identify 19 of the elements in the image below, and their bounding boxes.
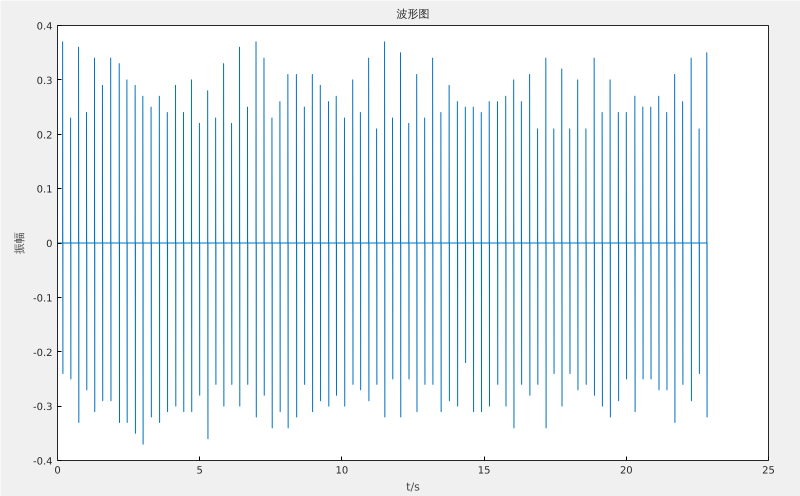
y-tick-label: 0.1	[36, 184, 53, 196]
x-tick-label: 25	[762, 466, 775, 476]
y-tick-label: 0.2	[36, 130, 53, 142]
x-tick-label: 20	[620, 466, 633, 476]
y-tick-label: -0.1	[32, 293, 53, 304]
y-tick-label: -0.2	[32, 348, 53, 359]
y-tick-label: 0.3	[36, 76, 53, 87]
line-series	[58, 41, 708, 445]
y-tick-label: 0.4	[36, 22, 53, 32]
chart-title: 波形图	[396, 8, 430, 20]
x-tick-label: 10	[336, 466, 348, 476]
y-tick-label: 0	[46, 239, 53, 250]
y-tick-label: -0.4	[32, 456, 53, 468]
x-axis-title: t/s	[406, 480, 420, 494]
x-tick-label: 5	[196, 466, 203, 476]
y-tick-label: -0.3	[32, 402, 53, 414]
y-axis-title: 振幅	[12, 232, 26, 254]
x-tick-label: 15	[478, 466, 490, 476]
x-tick-label: 0	[54, 466, 61, 476]
